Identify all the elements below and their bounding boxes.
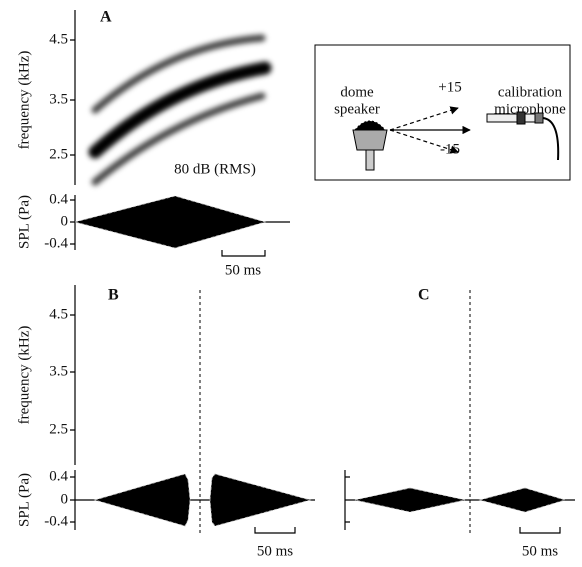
speaker-label: dome	[340, 84, 374, 100]
waveform-envelope	[73, 195, 267, 249]
harmonic-band	[370, 313, 537, 385]
sound-arrows	[389, 106, 471, 154]
scale-bar-label: 50 ms	[522, 543, 558, 559]
spl-tick-label: 0.4	[49, 468, 68, 484]
waveform-envelope	[478, 487, 567, 513]
spl-tick-label: 0.4	[49, 191, 68, 207]
harmonic-band	[91, 92, 266, 186]
spl-label: SPL (Pa)	[16, 195, 32, 249]
harmonic-band	[91, 34, 266, 114]
spectrograms	[88, 34, 540, 457]
annotation: 80 dB (RMS)	[174, 161, 256, 177]
spl-tick-label: 0	[61, 491, 69, 507]
y-tick-label: 3.5	[49, 91, 68, 107]
spectrogram	[370, 313, 540, 457]
harmonic-band	[370, 371, 537, 457]
y-axis-label: frequency (kHz)	[16, 326, 32, 425]
y-tick-label: 2.5	[49, 146, 68, 162]
speaker-label: speaker	[334, 101, 380, 117]
waveforms	[73, 195, 575, 527]
panel-label: C	[418, 287, 430, 304]
waveform-envelope	[354, 487, 466, 513]
y-tick-label: 4.5	[49, 31, 68, 47]
harmonic-band	[95, 313, 262, 385]
y-axis-label: frequency (kHz)	[16, 51, 32, 150]
waveform-envelope	[209, 473, 312, 527]
panel-label: B	[108, 287, 119, 304]
y-tick-label: 3.5	[49, 363, 68, 379]
angle-label: +15	[438, 79, 461, 95]
spectrogram	[95, 313, 265, 457]
inset-box	[314, 44, 571, 181]
spectrogram	[88, 34, 272, 186]
harmonic-band	[95, 343, 265, 427]
y-tick-label: 2.5	[49, 421, 68, 437]
spl-tick-label: -0.4	[44, 513, 68, 529]
harmonic-band	[95, 371, 262, 457]
harmonic-band	[370, 343, 540, 427]
spl-tick-label: 0	[61, 213, 69, 229]
speaker-icon	[352, 120, 388, 171]
waveform-envelope	[93, 473, 191, 527]
panel-label: A	[100, 9, 112, 26]
scale-bar-label: 50 ms	[257, 543, 293, 559]
microphone-label: microphone	[494, 101, 566, 117]
harmonic-band	[88, 61, 272, 159]
microphone-icon	[486, 111, 560, 161]
microphone-label: calibration	[498, 84, 563, 100]
spl-label: SPL (Pa)	[16, 473, 32, 527]
scale-bar-label: 50 ms	[225, 262, 261, 278]
y-tick-label: 4.5	[49, 306, 68, 322]
spl-tick-label: -0.4	[44, 235, 68, 251]
onset-lines	[199, 290, 471, 535]
